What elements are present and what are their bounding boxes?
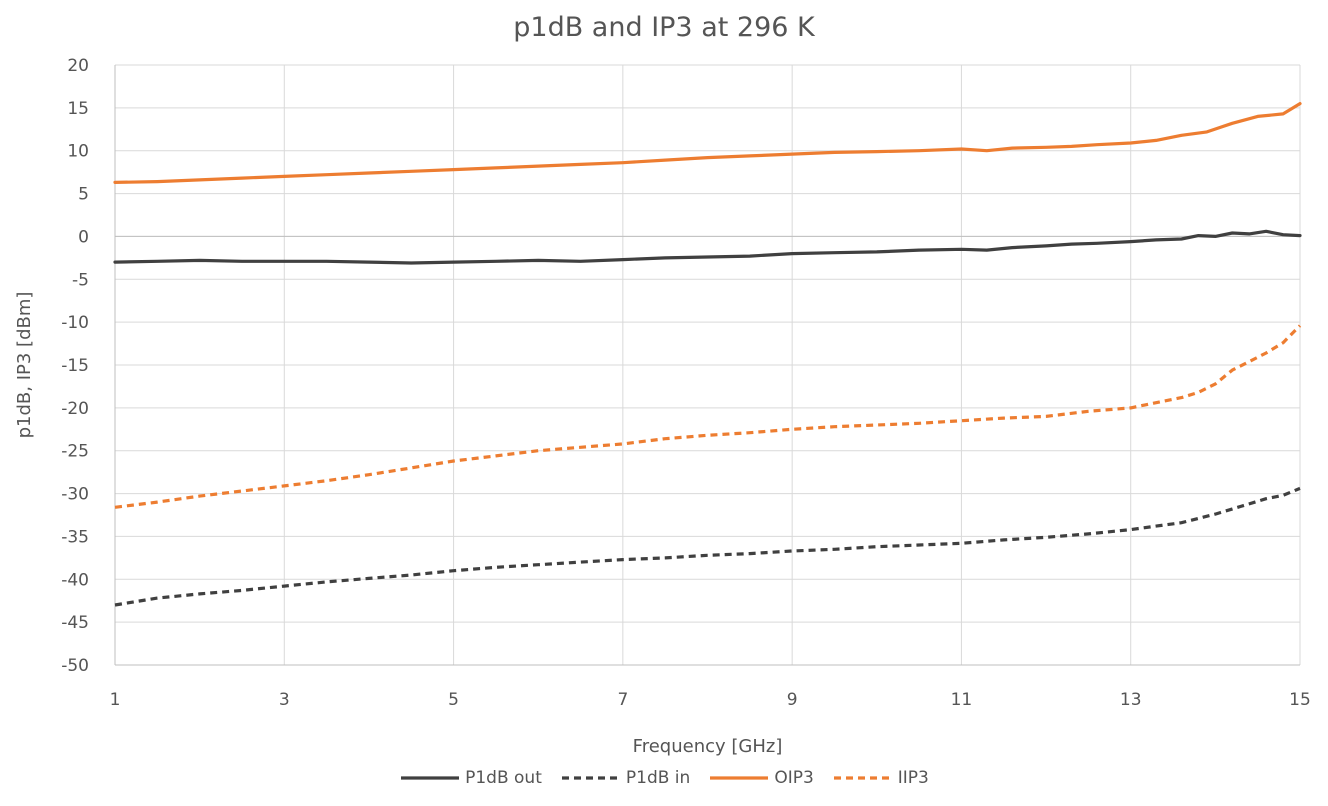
legend: P1dB out P1dB in OIP3 IIP3 [0, 768, 1328, 788]
legend-label: IIP3 [897, 768, 929, 788]
legend-swatch [561, 776, 620, 780]
y-tick-label: -5 [72, 270, 89, 290]
series-line-p1db-in [114, 486, 1301, 607]
legend-swatch [710, 776, 769, 780]
legend-swatch [833, 776, 892, 780]
y-tick-label: -30 [61, 485, 89, 505]
y-tick-label: -25 [61, 442, 89, 462]
x-tick-label: 9 [787, 690, 798, 710]
y-tick-label: 5 [78, 185, 89, 205]
legend-label: P1dB out [465, 768, 542, 788]
y-tick-label: -50 [61, 656, 89, 676]
x-tick-label: 3 [279, 690, 290, 710]
x-axis-title: Frequency [GHz] [633, 736, 783, 757]
y-tick-label: -45 [61, 613, 89, 633]
series-line-iip3 [114, 324, 1302, 509]
series-layer [113, 101, 1302, 607]
legend-label: OIP3 [774, 768, 814, 788]
y-tick-label: -35 [61, 527, 89, 547]
y-tick-label: 15 [67, 99, 89, 119]
legend-item: P1dB out [399, 768, 542, 788]
y-tick-label: 20 [67, 56, 89, 76]
legend-item: OIP3 [708, 768, 814, 788]
axes [114, 65, 1300, 666]
legend-label: P1dB in [625, 768, 691, 788]
y-tick-label: -10 [61, 313, 89, 333]
chart-title: p1dB and IP3 at 296 K [513, 12, 815, 43]
y-axis-title: p1dB, IP3 [dBm] [14, 292, 35, 439]
series-line-oip3 [113, 101, 1302, 184]
x-tick-label: 11 [951, 690, 973, 710]
x-tick-label: 5 [448, 690, 459, 710]
legend-item: IIP3 [832, 768, 929, 788]
x-tick-label: 7 [617, 690, 628, 710]
x-tick-label: 13 [1120, 690, 1142, 710]
y-tick-label: -20 [61, 399, 89, 419]
y-tick-label: -40 [61, 570, 89, 590]
y-tick-label: 10 [67, 142, 89, 162]
legend-item: P1dB in [560, 768, 690, 788]
series-line-p1db-out [113, 229, 1302, 265]
y-tick-label: -15 [61, 356, 89, 376]
legend-swatch [401, 776, 460, 780]
grid-lines [115, 64, 1301, 665]
y-tick-label: 0 [78, 227, 89, 247]
x-tick-label: 1 [110, 690, 121, 710]
x-tick-label: 15 [1289, 690, 1311, 710]
